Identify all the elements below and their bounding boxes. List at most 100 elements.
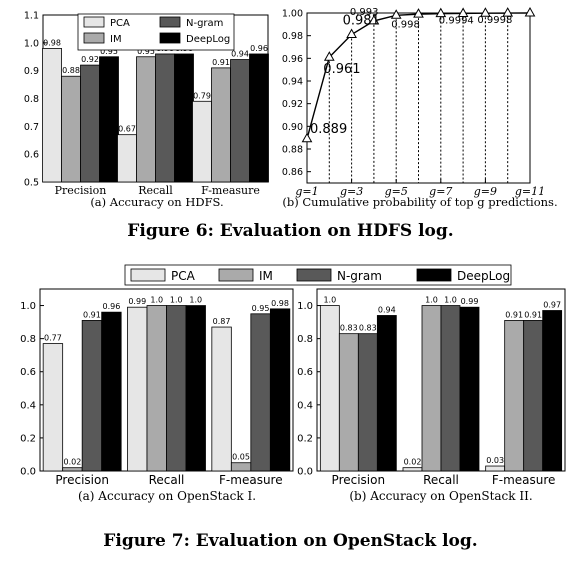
topg-point-marker <box>368 14 380 25</box>
openstack1-bar-deeplog-f-measure <box>269 308 291 472</box>
openstack-legend-swatch-deeplog <box>416 268 452 282</box>
hdfs_accuracy-ytick-label: 0.8 <box>24 94 39 105</box>
hdfs-legend-swatch-deeplog <box>159 32 181 44</box>
openstack1-category-label: Recall <box>149 473 185 487</box>
openstack2-bar-value-label: 0.83 <box>340 324 358 333</box>
topg-xtick-label: g=7 <box>429 185 452 198</box>
openstack1-category-label: Precision <box>55 473 109 487</box>
topg-point-annotation: 0.9998 <box>477 15 512 26</box>
topg-xtick-label: g=5 <box>385 185 408 198</box>
hdfs_accuracy-bar-value-label: 0.98 <box>43 38 61 47</box>
topg-point-marker <box>502 7 514 17</box>
openstack1-ytick-label: 0.8 <box>20 334 36 345</box>
hdfs_accuracy-bar-value-label: 0.95 <box>137 47 155 56</box>
hdfs_accuracy-category-label: Recall <box>138 184 173 197</box>
hdfs_accuracy-bar-deeplog-precision <box>99 56 119 183</box>
openstack1-bar-value-label: 0.77 <box>44 334 62 343</box>
hdfs_accuracy-bar-pca-f-measure <box>192 100 212 183</box>
openstack1-bar-pca-precision <box>42 343 64 472</box>
hdfs_accuracy-bar-im-precision <box>61 75 81 183</box>
topg-point-annotation: 0.993 <box>350 7 379 18</box>
hdfs_accuracy-ytick-label: 0.6 <box>24 150 39 161</box>
hdfs_accuracy-bar-value-label: 0.92 <box>81 55 99 64</box>
openstack2-bar-deeplog-precision <box>376 315 397 472</box>
hdfs_accuracy-bar-n-gram-f-measure <box>230 59 250 183</box>
openstack1-bar-value-label: 0.02 <box>64 458 82 467</box>
openstack2-subcaption: (b) Accuracy on OpenStack II. <box>349 489 532 503</box>
openstack1-bar-deeplog-precision <box>101 311 122 472</box>
openstack2-category-label: F-measure <box>492 473 556 487</box>
hdfs_accuracy-ytick-label: 1.1 <box>24 11 39 22</box>
openstack1-bar-value-label: 0.98 <box>271 299 289 308</box>
hdfs-legend-label: N-gram <box>186 18 223 29</box>
openstack1-ytick-label: 1.0 <box>20 301 36 312</box>
figure-6-caption: Figure 6: Evaluation on HDFS log. <box>127 221 454 241</box>
openstack1-bar-n-gram-f-measure <box>250 313 271 472</box>
openstack2-bar-value-label: 0.83 <box>359 324 377 333</box>
hdfs_accuracy-bar-value-label: 0.91 <box>212 58 230 67</box>
topg-point-marker <box>457 7 469 17</box>
openstack1-subcaption: (a) Accuracy on OpenStack I. <box>78 489 256 503</box>
topg-point-marker <box>301 132 313 143</box>
topg-point-annotation: 0.9994 <box>439 16 474 27</box>
hdfs_accuracy-bar-im-f-measure <box>211 67 231 183</box>
topg-xtick-label: g=3 <box>340 185 363 198</box>
openstack1-ytick-label: 0.4 <box>20 400 36 411</box>
topg-subcaption: (b) Cumulative probability of top g pred… <box>282 195 557 209</box>
openstack-legend-swatch-n-gram <box>296 268 332 282</box>
hdfs_accuracy-ytick-label: 1.0 <box>24 38 39 49</box>
openstack2-bar-n-gram-recall <box>440 305 461 472</box>
hdfs_accuracy-ytick-label: 0.5 <box>24 178 39 189</box>
openstack1-ytick-label: 0.0 <box>20 467 36 478</box>
topg-ytick-label: 1.00 <box>282 9 303 20</box>
hdfs-legend-label: IM <box>110 34 122 45</box>
openstack1-bar-n-gram-precision <box>81 320 103 472</box>
openstack2-bar-im-f-measure <box>504 320 525 472</box>
topg-xtick-label: g=1 <box>295 185 318 198</box>
openstack2-bar-value-label: 0.02 <box>404 458 422 467</box>
topg-point-annotation: 0.998 <box>391 19 420 30</box>
topg-point-marker <box>323 51 335 61</box>
topg-ytick-label: 0.86 <box>282 167 303 178</box>
openstack2-bar-value-label: 0.91 <box>505 310 523 319</box>
hdfs_accuracy-category-label: F-measure <box>201 184 260 197</box>
openstack1-bar-value-label: 0.87 <box>213 317 231 326</box>
hdfs_accuracy-bar-value-label: 0.96 <box>250 44 268 53</box>
hdfs-legend-swatch-n-gram <box>159 16 181 28</box>
openstack2-category-label: Precision <box>332 473 386 487</box>
openstack2-bar-value-label: 0.03 <box>486 456 504 465</box>
hdfs_accuracy-bar-im-recall <box>136 56 156 183</box>
topg-point-annotation: 0.981 <box>343 14 380 29</box>
topg-point-marker <box>524 6 536 17</box>
openstack1-bar-pca-f-measure <box>211 326 232 472</box>
hdfs-legend-label: PCA <box>110 18 130 29</box>
topg-ytick-label: 0.98 <box>282 31 303 42</box>
openstack1-bar-value-label: 0.95 <box>252 304 270 313</box>
openstack2-bar-value-label: 1.0 <box>444 296 457 305</box>
openstack2-ytick-label: 0.0 <box>297 467 313 478</box>
hdfs_accuracy-ytick-label: 0.7 <box>24 122 39 133</box>
hdfs_accuracy-category-label: Precision <box>55 184 107 197</box>
hdfs_accuracy-bar-n-gram-recall <box>155 53 175 183</box>
hdfs_accuracy-bar-value-label: 0.88 <box>62 66 80 75</box>
openstack2-category-label: Recall <box>423 473 459 487</box>
openstack2-ytick-label: 0.4 <box>297 400 313 411</box>
hdfs_accuracy-bar-value-label: 0.95 <box>100 47 118 56</box>
openstack2-bar-n-gram-precision <box>357 333 378 472</box>
openstack2-bar-pca-recall <box>402 467 423 472</box>
hdfs_accuracy-bar-value-label: 0.67 <box>118 125 136 134</box>
openstack1-ytick-label: 0.2 <box>20 433 36 444</box>
topg-ytick-label: 0.96 <box>282 54 303 65</box>
openstack1-bar-pca-recall <box>127 306 148 472</box>
openstack2-bar-value-label: 0.91 <box>524 310 542 319</box>
openstack2-ytick-label: 0.2 <box>297 433 313 444</box>
openstack1-bar-im-f-measure <box>230 462 252 472</box>
topg-point-annotation: 0.889 <box>310 122 347 137</box>
openstack2-ytick-label: 0.8 <box>297 334 313 345</box>
openstack-legend-swatch-im <box>218 268 254 282</box>
openstack1-bar-value-label: 0.96 <box>103 302 121 311</box>
topg-point-marker <box>346 28 357 39</box>
topg-point-marker <box>413 8 424 18</box>
topg-ytick-label: 0.92 <box>282 99 303 110</box>
